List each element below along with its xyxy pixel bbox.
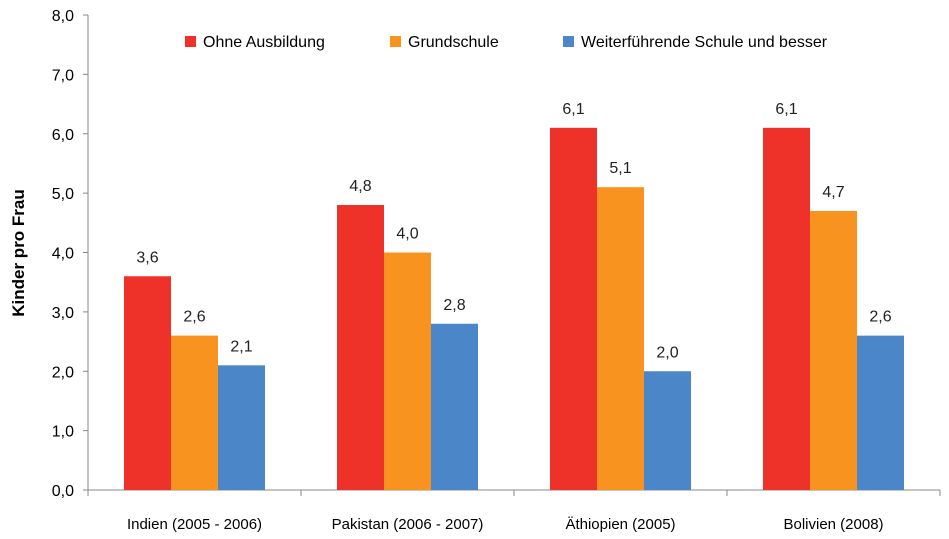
y-tick-label: 8,0: [52, 8, 74, 25]
y-tick-label: 1,0: [52, 424, 74, 441]
bar: [763, 127, 810, 490]
y-tick-label: 6,0: [52, 127, 74, 144]
data-label: 2,0: [656, 344, 678, 361]
data-label: 2,6: [869, 309, 891, 326]
y-tick-label: 0,0: [52, 483, 74, 500]
category-label: Äthiopien (2005): [565, 516, 675, 533]
y-tick-label: 3,0: [52, 305, 74, 322]
legend-label: Weiterführende Schule und besser: [581, 34, 828, 51]
data-label: 2,6: [183, 309, 205, 326]
data-label: 4,0: [396, 226, 418, 243]
y-tick-label: 7,0: [52, 67, 74, 84]
data-label: 2,8: [443, 297, 465, 314]
legend-swatch: [185, 36, 196, 47]
bar: [431, 323, 478, 490]
category-label: Indien (2005 - 2006): [127, 516, 262, 533]
bar: [337, 205, 384, 490]
bar: [171, 335, 218, 490]
bar: [857, 335, 904, 490]
data-label: 6,1: [775, 101, 797, 118]
y-tick-label: 5,0: [52, 186, 74, 203]
legend-swatch: [390, 36, 401, 47]
bar: [218, 365, 265, 490]
data-label: 2,1: [230, 338, 252, 355]
y-tick-label: 4,0: [52, 246, 74, 263]
y-tick-label: 2,0: [52, 364, 74, 381]
data-label: 4,8: [349, 178, 371, 195]
bars-group: 3,6 4,8 6,1 6,1 2,6 4,0 5,1 4,7 2,1 2,8 2,0 2,6: [124, 101, 904, 490]
legend-swatch: [563, 36, 574, 47]
bar: [124, 276, 171, 490]
legend: Ohne Ausbildung Grundschule Weiterführende…: [185, 34, 828, 51]
legend-label: Ohne Ausbildung: [203, 34, 325, 51]
category-label: Bolivien (2008): [783, 516, 883, 533]
data-label: 5,1: [609, 160, 631, 177]
bar: [644, 371, 691, 490]
data-label: 4,7: [822, 184, 844, 201]
bar: [810, 210, 857, 490]
axes: 0,0 1,0 2,0 3,0 4,0 5,0 6,0 7,0 8,0 Indien (2005 …: [52, 8, 941, 533]
bar: [597, 187, 644, 490]
legend-label: Grundschule: [408, 34, 499, 51]
y-axis-title: Kinder pro Frau: [9, 189, 28, 317]
data-label: 6,1: [562, 101, 584, 118]
bar: [550, 127, 597, 490]
bar: [384, 252, 431, 490]
data-label: 3,6: [136, 249, 158, 266]
category-label: Pakistan (2006 - 2007): [332, 516, 484, 533]
